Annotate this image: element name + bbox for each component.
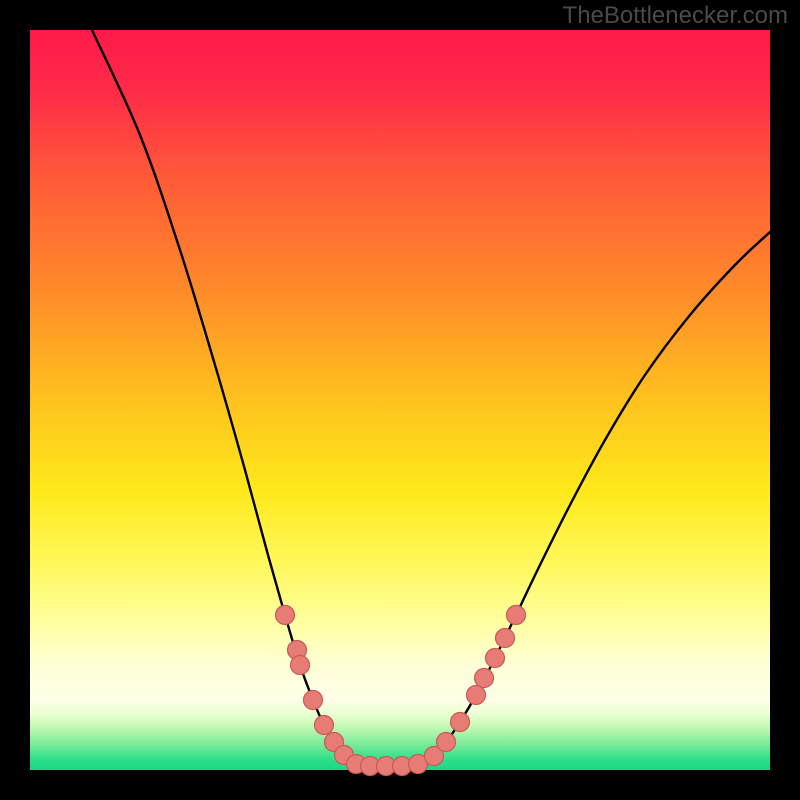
chart-svg [0, 0, 800, 800]
data-marker [507, 606, 526, 625]
data-marker [276, 606, 295, 625]
data-marker [496, 629, 515, 648]
data-marker [467, 686, 486, 705]
data-marker [451, 713, 470, 732]
data-marker [304, 691, 323, 710]
data-marker [486, 649, 505, 668]
data-marker [437, 733, 456, 752]
data-marker [315, 716, 334, 735]
watermark-text: TheBottlenecker.com [563, 2, 788, 30]
curve-right [410, 232, 770, 766]
stage: TheBottlenecker.com [0, 0, 800, 800]
data-marker [475, 669, 494, 688]
data-markers [276, 606, 526, 776]
data-marker [291, 656, 310, 675]
curve-left [92, 30, 365, 766]
